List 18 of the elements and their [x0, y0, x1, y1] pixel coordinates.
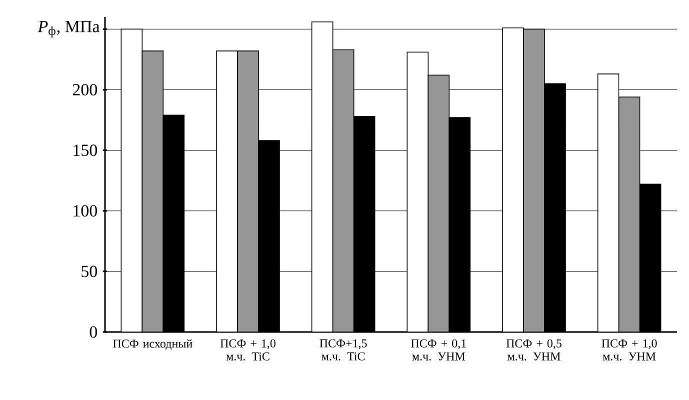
bar — [142, 50, 164, 332]
y-axis-title: P$_{ф}$, МПа — [38, 20, 100, 38]
y-tick-label: 200 — [72, 84, 98, 96]
y-tick-label: 100 — [74, 205, 98, 217]
x-tick-label: ПСФ + 0,1 м.ч. УНМ — [411, 339, 466, 360]
x-tick-label: ПСФ исходный — [113, 339, 192, 350]
bar — [428, 74, 450, 332]
x-tick-label: ПСФ + 0,5 м.ч. УНМ — [506, 339, 562, 360]
y-tick-label: 0 — [90, 326, 98, 338]
bar — [237, 50, 259, 332]
y-tick-label: 50 — [82, 266, 98, 278]
x-tick-label: ПСФ+1,5 м.ч. TiC — [320, 339, 367, 360]
x-tick-label: ПСФ + 1,0 м.ч. УНМ — [602, 339, 657, 360]
bar — [523, 28, 545, 332]
y-tick-label: 150 — [74, 144, 98, 156]
bar — [332, 49, 354, 332]
bar — [618, 96, 640, 332]
x-tick-label: ПСФ + 1,0 м.ч. TiC — [220, 339, 276, 360]
